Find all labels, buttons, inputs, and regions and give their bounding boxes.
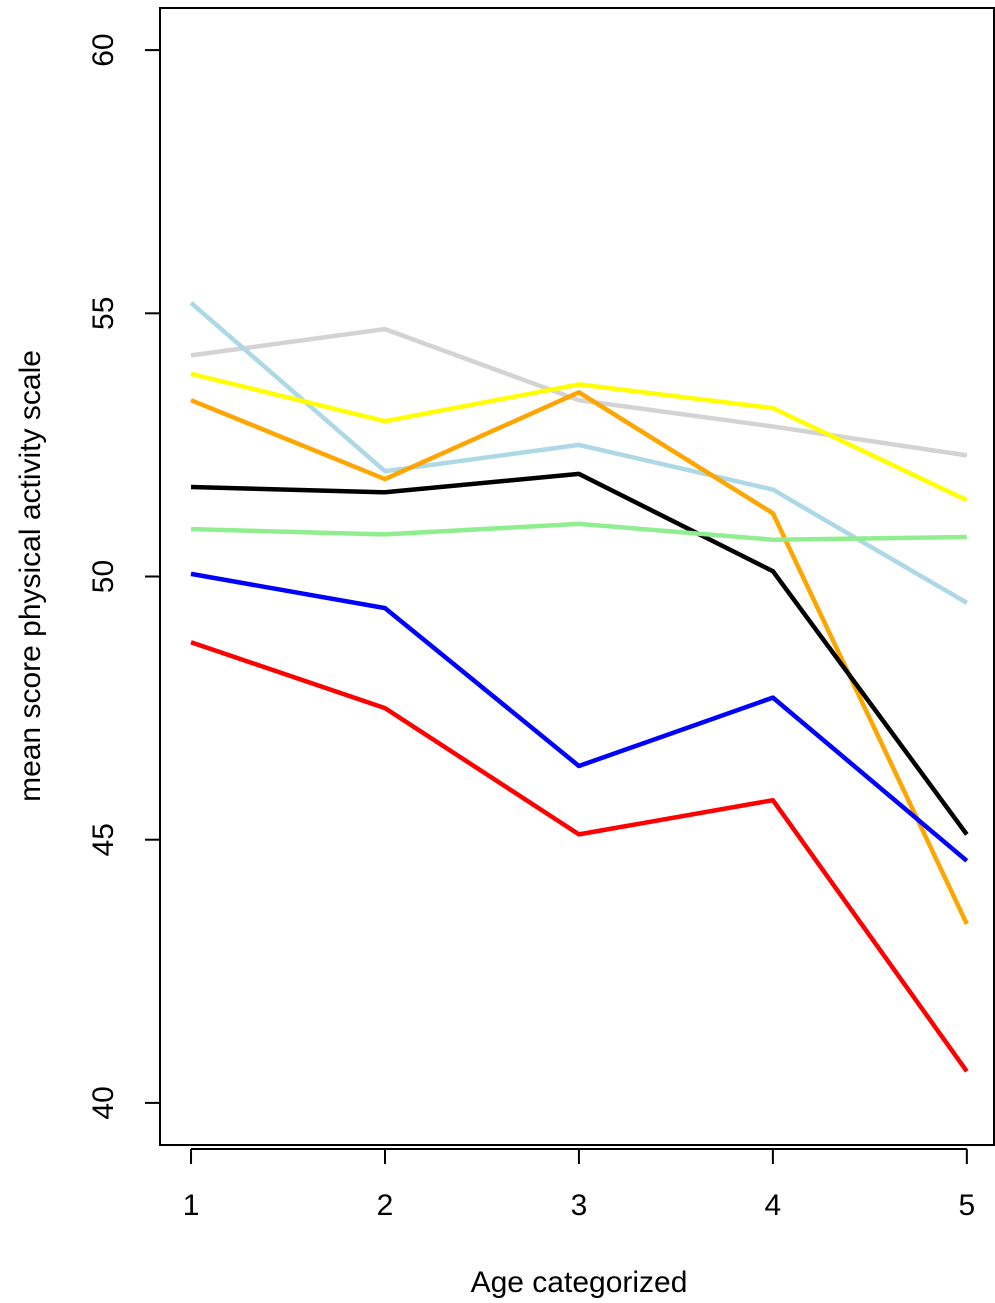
series-line-5 <box>190 471 969 836</box>
y-tick-label: 60 <box>87 33 120 66</box>
series-line-6 <box>190 521 967 542</box>
y-tick-label: 50 <box>87 560 120 593</box>
series-line-2 <box>189 301 968 605</box>
x-axis-label: Age categorized <box>471 1266 688 1299</box>
series-line-8 <box>190 640 969 1073</box>
y-axis-label: mean score physical activity scale <box>14 350 47 802</box>
y-tick-label: 55 <box>87 297 120 330</box>
plot-frame <box>159 7 995 1146</box>
y-axis: 40 45 50 55 60 <box>87 33 161 1120</box>
x-tick-label: 3 <box>571 1189 588 1222</box>
series-line-1 <box>190 326 968 458</box>
x-tick-label: 4 <box>765 1189 782 1222</box>
x-axis: 1 2 3 4 5 <box>183 1148 976 1222</box>
series-line-4 <box>190 390 969 925</box>
series-line-3 <box>190 371 968 503</box>
y-tick-label: 40 <box>87 1086 120 1119</box>
x-tick-label: 5 <box>959 1189 976 1222</box>
y-tick-label: 45 <box>87 823 120 856</box>
series-line-7 <box>190 571 969 863</box>
series-layer <box>189 301 969 1073</box>
x-tick-label: 2 <box>377 1189 394 1222</box>
x-tick-label: 1 <box>183 1189 200 1222</box>
